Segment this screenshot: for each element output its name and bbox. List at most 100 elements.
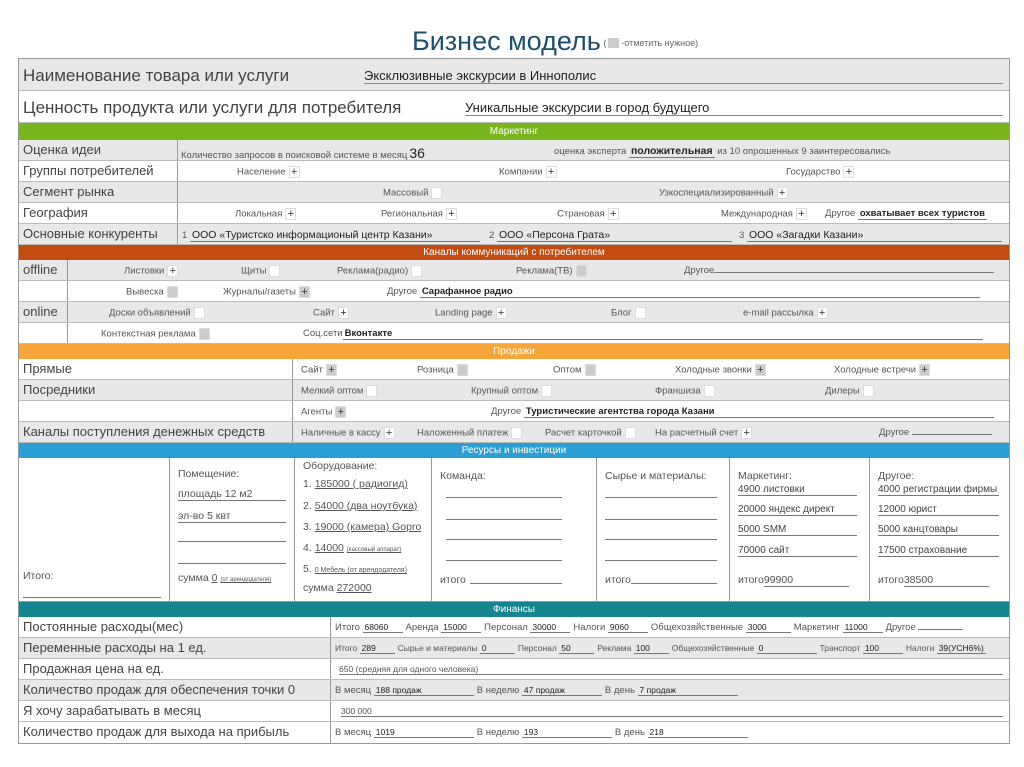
channel-item[interactable]: Сайт +	[313, 307, 349, 319]
finance-item-field[interactable]: 0	[479, 643, 515, 654]
checkbox[interactable]	[703, 385, 715, 397]
checkbox[interactable]	[411, 265, 423, 277]
price-field[interactable]: 650 (средняя для одного человека)	[339, 664, 1003, 675]
equipment-field[interactable]: 54000 (два ноутбука)	[314, 500, 418, 512]
channel-item[interactable]: Доски объявлений	[109, 307, 205, 319]
competitor-field[interactable]: ООО «Загадки Казани»	[746, 229, 1002, 242]
checkbox[interactable]: +	[383, 427, 395, 439]
finance-item-field[interactable]: 218	[647, 727, 748, 738]
channel-item[interactable]: Журналы/газеты +	[223, 286, 310, 298]
checkbox[interactable]: +	[495, 307, 507, 319]
channel-item[interactable]: Листовки +	[124, 265, 179, 277]
checkbox[interactable]: +	[337, 307, 349, 319]
finance-item-field[interactable]: 100	[633, 643, 669, 654]
blank-line[interactable]	[178, 552, 286, 564]
social-field[interactable]: Вконтакте	[342, 328, 983, 340]
checkbox[interactable]	[511, 427, 523, 439]
blank-line[interactable]	[446, 486, 562, 498]
marketing-cost-field[interactable]: 4900 листовки	[738, 484, 857, 496]
other-cost-field[interactable]: 17500 страхование	[878, 545, 999, 557]
checkbox[interactable]	[166, 286, 178, 298]
competitor-field[interactable]: ООО «Персона Грата»	[496, 229, 732, 242]
power-field[interactable]: 5 квт	[206, 510, 231, 522]
money-item[interactable]: Наложенный платеж	[417, 427, 523, 439]
money-item[interactable]: На расчетный счет +	[655, 427, 753, 439]
marketing-cost-field[interactable]: 70000 сайт	[738, 545, 857, 557]
segment-item[interactable]: Узкоспециализированный +	[659, 187, 788, 199]
sales-item[interactable]: Оптом	[553, 364, 596, 376]
blank-line[interactable]	[446, 549, 562, 561]
equipment-field[interactable]: 19000 (камера) Gopro	[314, 521, 422, 533]
group-item[interactable]: Государство +	[786, 166, 855, 178]
blank-line[interactable]	[605, 508, 717, 520]
checkbox[interactable]	[575, 265, 587, 277]
checkbox[interactable]: +	[816, 307, 828, 319]
materials-total-field[interactable]	[631, 572, 717, 584]
other-cost-field[interactable]: 5000 канцтовары	[878, 524, 999, 536]
value-field[interactable]: Уникальные экскурсии в город будущего	[465, 100, 1003, 116]
marketing-cost-field[interactable]: 20000 яндекс директ	[738, 504, 857, 516]
channel-item[interactable]: e-mail рассылка +	[743, 307, 828, 319]
checkbox[interactable]	[862, 385, 874, 397]
checkbox[interactable]	[541, 385, 553, 397]
channel-item[interactable]: Реклама(ТВ)	[516, 265, 587, 277]
finance-item-field[interactable]: 1019	[373, 727, 474, 738]
checkbox[interactable]	[193, 307, 205, 319]
checkbox[interactable]: +	[288, 166, 300, 178]
other-total-field[interactable]: 38500	[903, 574, 989, 587]
channel-item[interactable]: Щиты	[241, 265, 281, 277]
blank-line[interactable]	[605, 528, 717, 540]
geo-item[interactable]: Региональная +	[381, 208, 457, 220]
finance-item-field[interactable]: 3000	[745, 622, 791, 633]
checkbox[interactable]	[634, 307, 646, 319]
finance-item-field[interactable]: 15000	[441, 622, 482, 633]
equipment-field[interactable]: 185000 ( радиогид)	[314, 478, 408, 490]
blank-line[interactable]	[605, 486, 717, 498]
checkbox[interactable]: +	[335, 406, 347, 418]
total-field[interactable]	[23, 586, 161, 598]
geo-other-field[interactable]: охватывает всех туристов	[857, 208, 988, 220]
sales-item[interactable]: Крупный оптом	[471, 385, 553, 397]
group-item[interactable]: Население +	[237, 166, 300, 178]
marketing-cost-field[interactable]: 5000 SMM	[738, 524, 857, 536]
segment-item[interactable]: Массовый	[383, 187, 443, 199]
expert-field[interactable]: положительная	[628, 145, 715, 158]
checkbox[interactable]	[198, 328, 210, 340]
sales-item[interactable]: Холодные встречи +	[834, 364, 931, 376]
sales-item[interactable]: Сайт +	[301, 364, 337, 376]
checkbox[interactable]	[431, 187, 443, 199]
sales-item[interactable]: Розница	[417, 364, 468, 376]
sales-item[interactable]: Агенты +	[301, 406, 347, 418]
checkbox[interactable]: +	[285, 208, 297, 220]
finance-item-field[interactable]: 11000	[842, 622, 883, 633]
finance-item-field[interactable]: 30000	[530, 622, 571, 633]
checkbox[interactable]: +	[607, 208, 619, 220]
group-item[interactable]: Компании +	[499, 166, 557, 178]
finance-item-field[interactable]: 193	[521, 727, 612, 738]
checkbox[interactable]	[269, 265, 281, 277]
finance-item-field[interactable]: 9060	[607, 622, 648, 633]
money-item[interactable]: Наличные в кассу +	[301, 427, 395, 439]
channel-item[interactable]: Вывеска	[126, 286, 178, 298]
sales-item[interactable]: Дилеры	[825, 385, 874, 397]
checkbox[interactable]: +	[325, 364, 337, 376]
geo-item[interactable]: Локальная +	[235, 208, 297, 220]
checkbox[interactable]: +	[167, 265, 179, 277]
checkbox[interactable]	[456, 364, 468, 376]
geo-item[interactable]: Страновая +	[557, 208, 619, 220]
checkbox[interactable]	[366, 385, 378, 397]
sum-field[interactable]: 0	[211, 572, 218, 584]
competitor-field[interactable]: ООО «Туристско информационый центр Казан…	[189, 229, 480, 242]
blank-line[interactable]	[178, 530, 286, 542]
finance-item-field[interactable]: 68060	[362, 622, 403, 633]
checkbox[interactable]: +	[776, 187, 788, 199]
blank-line[interactable]	[446, 508, 562, 520]
other-field[interactable]: Сарафанное радио	[419, 286, 980, 298]
checkbox[interactable]	[584, 364, 596, 376]
finance-item-field[interactable]: 39(УСН6%)	[936, 643, 986, 654]
query-field[interactable]: 36	[407, 145, 498, 162]
money-item[interactable]: Расчет карточкой	[545, 427, 636, 439]
finance-item-field[interactable]: 289	[359, 643, 395, 654]
blank-line[interactable]	[605, 549, 717, 561]
finance-item-field[interactable]	[918, 629, 964, 630]
